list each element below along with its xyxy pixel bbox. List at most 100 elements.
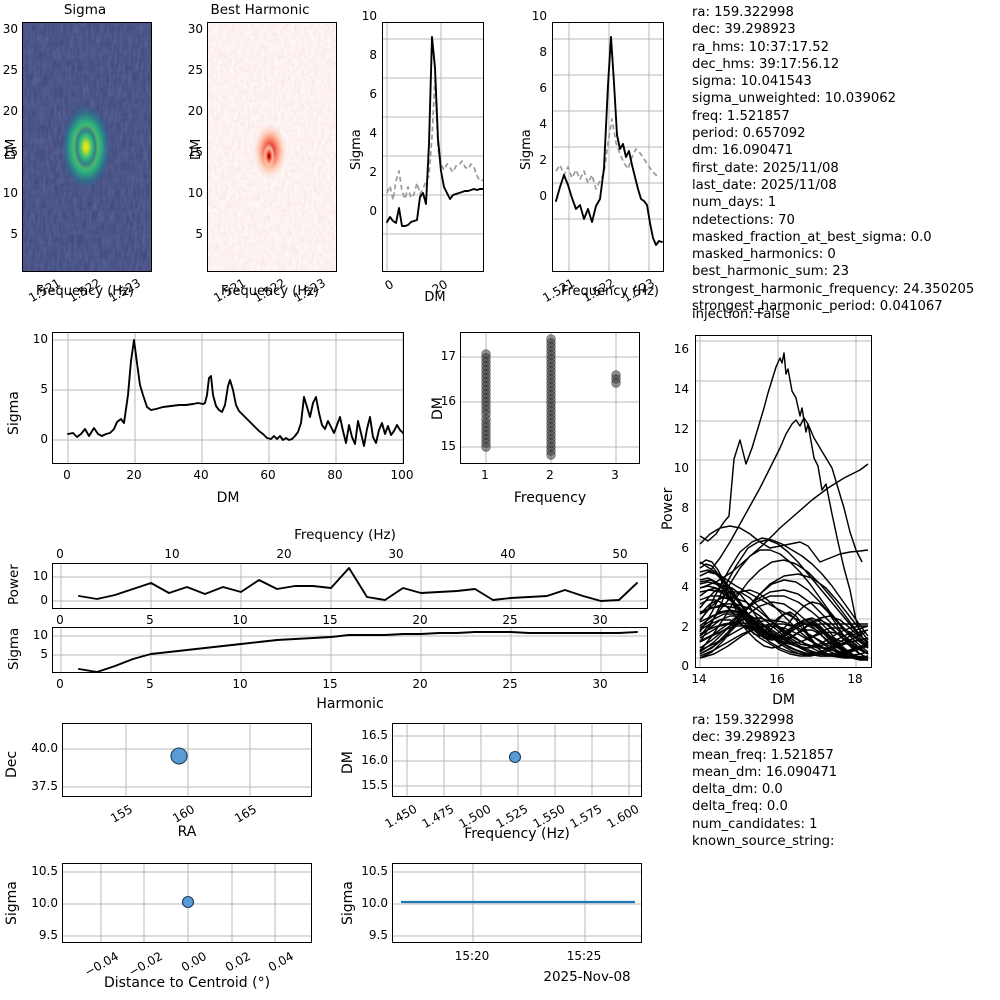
best-harmonic-ytick: 5 <box>195 227 203 241</box>
sigma-vs-dm-small-ytick: 2 <box>369 165 377 179</box>
dm-vs-freq-point-axes <box>392 723 642 797</box>
sigma-vs-harmonic-xtick: 30 <box>592 677 608 691</box>
best-harmonic-axes <box>207 22 337 272</box>
sigma-vs-time-xtick: 15:25 <box>566 949 602 963</box>
sigma-vs-dm-big-ylabel: Sigma <box>6 391 22 435</box>
sigma-vs-dm-small-ytick: 8 <box>369 48 377 62</box>
power-vs-harmonic-xtick: 20 <box>412 613 428 627</box>
sigma-vs-centroid-ytick: 10.0 <box>31 896 58 910</box>
sigma-vs-dm-big-xtick: 80 <box>327 468 343 482</box>
sigma-vs-centroid-xlabel: Distance to Centroid (°) <box>103 975 271 991</box>
panel-sigma-vs-time: Sigma 10.5 10.0 9.5 15:20 15:25 2025-Nov… <box>340 855 680 1000</box>
power-vs-harmonic-xtick: 15 <box>322 613 338 627</box>
panel-sigma-vs-dm-small: Sigma 10 8 6 4 2 0 0 20 DM <box>345 0 515 310</box>
sigma-vs-centroid-ytick: 10.5 <box>31 864 58 878</box>
sigma-vs-freq-small-ytick: 4 <box>539 117 547 131</box>
panel-sigma-map: Sigma DM 30 25 20 <box>0 0 170 310</box>
sigma-vs-harmonic-axes <box>52 627 648 673</box>
power-vs-dm-xtick: 16 <box>769 672 785 686</box>
power-vs-dm-axes <box>695 335 872 668</box>
sigma-vs-harmonic-xtick: 20 <box>412 677 428 691</box>
sigma-vs-dm-small-ytick: 6 <box>369 87 377 101</box>
sigma-vs-harmonic-xtick: 0 <box>56 677 64 691</box>
panel-best-harmonic-map: Best Harmonic DM 30 25 20 15 10 <box>175 0 345 310</box>
sigma-map-ytick: 15 <box>2 145 18 159</box>
sigma-vs-centroid-ytick: 9.5 <box>38 928 58 942</box>
dm-vs-freq-scatter-xtick: 3 <box>611 468 619 482</box>
sigma-vs-dm-big-xtick: 20 <box>126 468 142 482</box>
power-vs-harmonic-ytick: 10 <box>32 569 48 583</box>
candidate-info-top: ra: 159.322998 dec: 39.298923 ra_hms: 10… <box>692 5 975 315</box>
dec-vs-ra-axes <box>62 723 312 797</box>
panel-power-vs-dm: Power 16 14 12 10 8 6 4 2 0 14 16 18 DM <box>660 320 1000 720</box>
sigma-vs-centroid-axes <box>62 863 312 943</box>
dm-vs-freq-point-ytick: 15.5 <box>361 778 388 792</box>
sigma-vs-dm-big-ytick: 10 <box>32 332 48 346</box>
injection-info: injection: False <box>692 307 791 322</box>
power-vs-harmonic-xtick: 10 <box>232 613 248 627</box>
best-harmonic-xlabel: Frequency (Hz) <box>220 284 320 299</box>
power-vs-harmonic-axes <box>52 563 648 609</box>
cluster-info-bottom: ra: 159.322998 dec: 39.298923 mean_freq:… <box>692 713 838 850</box>
power-vs-harmonic-top-xtick: 40 <box>500 547 516 561</box>
power-vs-dm-ytick: 4 <box>681 580 689 594</box>
dm-vs-freq-scatter-ytick: 15 <box>440 439 456 453</box>
best-harmonic-ytick: 30 <box>187 22 203 36</box>
sigma-map-ytick: 10 <box>2 186 18 200</box>
panel-dm-vs-freq-scatter: DM 17 16 15 1 2 3 Frequency <box>430 320 680 520</box>
sigma-vs-dm-small-xlabel: DM <box>424 290 446 305</box>
power-vs-dm-ytick: 16 <box>673 342 689 356</box>
dm-vs-freq-scatter-xlabel: Frequency <box>513 490 587 506</box>
sigma-vs-dm-big-ytick: 5 <box>40 382 48 396</box>
best-harmonic-ytick: 15 <box>187 145 203 159</box>
power-vs-dm-ytick: 8 <box>681 501 689 515</box>
panel-power-vs-harmonic: Frequency (Hz) 0 10 20 30 40 50 Power 10… <box>0 525 680 627</box>
sigma-vs-time-xtick: 15:20 <box>454 949 490 963</box>
sigma-vs-harmonic-ytick: 10 <box>32 628 48 642</box>
sigma-vs-harmonic-ytick: 5 <box>40 647 48 661</box>
power-vs-harmonic-xtick: 25 <box>502 613 518 627</box>
sigma-vs-freq-small-ytick: 0 <box>539 189 547 203</box>
power-vs-dm-xtick: 18 <box>847 672 863 686</box>
sigma-map-xlabel: Frequency (Hz) <box>35 284 135 299</box>
panel-dec-vs-ra: Dec 40.0 37.5 155 160 165 RA <box>0 718 340 848</box>
power-vs-dm-ytick: 6 <box>681 541 689 555</box>
sigma-vs-harmonic-xtick: 10 <box>232 677 248 691</box>
power-vs-harmonic-top-xtick: 30 <box>388 547 404 561</box>
dm-vs-freq-point-xlabel: Frequency (Hz) <box>464 826 570 842</box>
sigma-vs-freq-small-ytick: 8 <box>539 45 547 59</box>
panel-sigma-vs-harmonic: Sigma 10 5 0 5 10 15 20 25 30 Harmonic <box>0 620 680 720</box>
best-harmonic-ytick: 20 <box>187 104 203 118</box>
sigma-vs-freq-small-ytick: 2 <box>539 153 547 167</box>
dm-vs-freq-scatter-xtick: 2 <box>546 468 554 482</box>
dm-vs-freq-scatter-ytick: 17 <box>440 349 456 363</box>
sigma-vs-freq-small-xlabel: Frequency (Hz) <box>560 284 660 299</box>
dec-vs-ra-ytick: 40.0 <box>31 741 58 755</box>
power-vs-dm-ytick: 0 <box>681 659 689 673</box>
sigma-vs-time-ytick: 10.0 <box>361 896 388 910</box>
sigma-vs-time-ytick: 9.5 <box>368 928 388 942</box>
panel-sigma-vs-centroid: Sigma 10.5 10.0 9.5 −0.04 −0.02 0.00 0.0… <box>0 855 340 1000</box>
sigma-vs-time-date-label: 2025-Nov-08 <box>543 969 631 985</box>
dm-vs-freq-point-ytick: 16.0 <box>361 753 388 767</box>
best-harmonic-title: Best Harmonic <box>210 2 310 18</box>
sigma-vs-dm-big-axes <box>52 332 404 464</box>
power-vs-dm-xlabel: DM <box>772 692 795 708</box>
panel-sigma-vs-dm-big: Sigma 10 5 0 0 20 40 60 80 100 DM <box>0 320 420 520</box>
power-vs-harmonic-top-xtick: 20 <box>276 547 292 561</box>
sigma-map-axes <box>22 22 152 272</box>
sigma-vs-freq-small-axes <box>552 22 664 272</box>
sigma-vs-dm-big-xtick: 60 <box>260 468 276 482</box>
dm-vs-freq-point-ytick: 16.5 <box>361 728 388 742</box>
power-vs-dm-xtick: 14 <box>691 672 707 686</box>
power-vs-harmonic-xtick: 5 <box>146 613 154 627</box>
sigma-vs-harmonic-xtick: 15 <box>322 677 338 691</box>
sigma-vs-harmonic-xtick: 5 <box>146 677 154 691</box>
sigma-map-ytick: 20 <box>2 104 18 118</box>
power-vs-harmonic-top-xtick: 0 <box>56 547 64 561</box>
dm-vs-freq-scatter-axes <box>460 332 640 464</box>
dec-vs-ra-xlabel: RA <box>177 824 197 840</box>
best-harmonic-ytick: 25 <box>187 63 203 77</box>
power-vs-dm-ytick: 10 <box>673 461 689 475</box>
sigma-vs-time-ytick: 10.5 <box>361 864 388 878</box>
